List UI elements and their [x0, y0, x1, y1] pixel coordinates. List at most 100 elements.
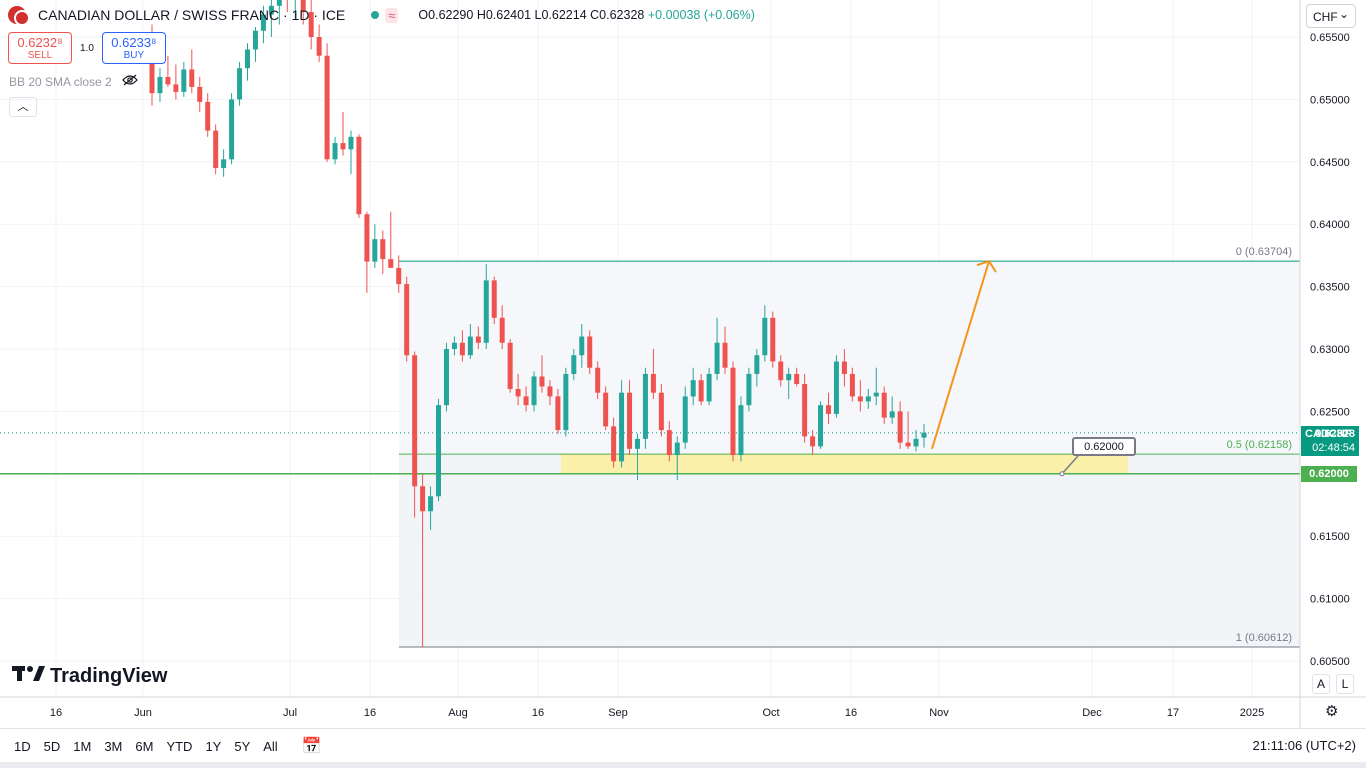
current-price-badge: CADCHF 0.62328 02:48:54 [1301, 426, 1359, 456]
candle-body [149, 61, 155, 94]
callout-anchor [1059, 471, 1065, 477]
candle-body [531, 376, 537, 406]
candle-body [189, 69, 195, 87]
range-button-5y[interactable]: 5Y [234, 738, 251, 754]
candle-body [762, 317, 768, 356]
badge-symbol: CADCHF [1305, 428, 1352, 440]
candle-body [841, 361, 847, 374]
market-status-icon [371, 11, 380, 19]
sell-label: SELL [27, 50, 53, 61]
currency-flag-icon [8, 6, 30, 26]
badge-countdown: 02:48:54 [1312, 442, 1355, 454]
x-tick-label: Jul [283, 707, 297, 719]
x-tick-label: Oct [762, 707, 779, 719]
buy-button[interactable]: 0.6233⁸ BUY [101, 32, 166, 64]
date-range-calendar-icon[interactable]: 📅 [301, 738, 322, 755]
range-button-ytd[interactable]: YTD [166, 738, 193, 754]
y-tick-label: 0.63500 [1310, 282, 1350, 294]
projection-arrow-head [976, 259, 997, 273]
candle-body [157, 76, 163, 94]
candle-body [865, 396, 871, 402]
wave-icon[interactable]: ≈ [385, 7, 399, 23]
eye-hidden-icon[interactable] [121, 74, 138, 89]
candle-body [627, 392, 633, 449]
candle-body [173, 84, 179, 92]
price-callout[interactable]: 0.62000 [1072, 437, 1136, 456]
y-tick-label: 0.60500 [1310, 656, 1350, 668]
candle-body [730, 367, 736, 456]
fib-level-label: 0 (0.63704) [1236, 246, 1292, 258]
candle-body [722, 342, 728, 368]
log-scale-button[interactable]: L [1336, 674, 1354, 694]
candle-body [650, 373, 656, 393]
candle-body [332, 143, 338, 160]
candle-body [913, 438, 919, 447]
x-tick-label: Jun [134, 707, 152, 719]
candle-body [340, 143, 346, 150]
candle-body [499, 317, 505, 343]
candle-body [197, 86, 203, 102]
fib-level-label: 1 (0.60612) [1236, 632, 1292, 644]
candle-body [268, 5, 274, 15]
candle-body [412, 355, 418, 487]
range-button-all[interactable]: All [263, 738, 278, 754]
collapse-legend-button[interactable]: ︿ [9, 97, 37, 117]
change-value: +0.00038 (+0.06%) [647, 8, 755, 22]
range-button-3m[interactable]: 3M [104, 738, 123, 754]
range-button-5d[interactable]: 5D [43, 738, 61, 754]
ohlc-readout: O0.62290 H0.62401 L0.62214 C0.62328 +0.0… [418, 8, 754, 22]
range-button-6m[interactable]: 6M [135, 738, 154, 754]
bottom-strip [0, 762, 1366, 768]
candle-body [483, 280, 489, 343]
candle-body [714, 342, 720, 374]
range-button-1m[interactable]: 1M [73, 738, 92, 754]
candle-body [698, 380, 704, 402]
fib-zone-upper [399, 261, 1300, 455]
x-tick-label: 16 [364, 707, 376, 719]
candle-body [786, 373, 792, 381]
candle-body [260, 14, 266, 31]
x-tick-label: 16 [845, 707, 857, 719]
fib-level-label: 0.5 (0.62158) [1227, 439, 1292, 451]
candle-body [849, 373, 855, 397]
y-tick-label: 0.61000 [1310, 594, 1350, 606]
x-tick-label: Dec [1082, 707, 1102, 719]
auto-scale-button[interactable]: A [1312, 674, 1330, 694]
clock-time[interactable]: 21:11:06 (UTC+2) [1252, 738, 1356, 753]
candle-body [380, 239, 386, 260]
candle-body [507, 342, 513, 389]
candle-body [539, 376, 545, 387]
candle-body [666, 430, 672, 456]
candle-body [388, 259, 394, 268]
indicator-legend[interactable]: BB 20 SMA close 2 [9, 74, 138, 89]
y-tick-label: 0.65000 [1310, 94, 1350, 106]
currency-select[interactable]: CHF [1306, 2, 1356, 28]
candle-body [833, 361, 839, 414]
trade-panel: 0.6232⁸ SELL 1.0 0.6233⁸ BUY [8, 32, 166, 64]
candle-body [563, 373, 569, 431]
candle-body [420, 486, 426, 512]
candle-body [595, 367, 601, 393]
x-tick-label: Nov [929, 707, 949, 719]
sell-button[interactable]: 0.6232⁸ SELL [8, 32, 72, 64]
candle-body [802, 383, 808, 437]
range-button-1d[interactable]: 1D [14, 738, 31, 754]
y-tick-label: 0.63000 [1310, 344, 1350, 356]
candle-body [634, 438, 640, 449]
candle-body [451, 342, 457, 349]
candle-body [316, 37, 322, 56]
candle-body [674, 442, 680, 456]
open-value: O0.62290 [418, 8, 474, 22]
candle-body [658, 392, 664, 431]
candle-body [165, 76, 171, 85]
bottom-toolbar: 1D 5D 1M 3M 6M YTD 1Y 5Y All 📅 21:11:06 (UTC+2) [0, 728, 1366, 763]
indicator-label: BB 20 SMA close 2 [9, 74, 112, 89]
candle-body [897, 411, 903, 443]
range-button-1y[interactable]: 1Y [205, 738, 222, 754]
projection-arrow [931, 260, 990, 450]
symbol-title[interactable]: CANADIAN DOLLAR / SWISS FRANC · 1D · ICE [38, 7, 346, 23]
badge-price: 0.62328 [1315, 428, 1355, 440]
tradingview-logo[interactable]: TradingView [12, 664, 167, 688]
settings-gear-icon[interactable]: ⚙ [1325, 703, 1339, 720]
